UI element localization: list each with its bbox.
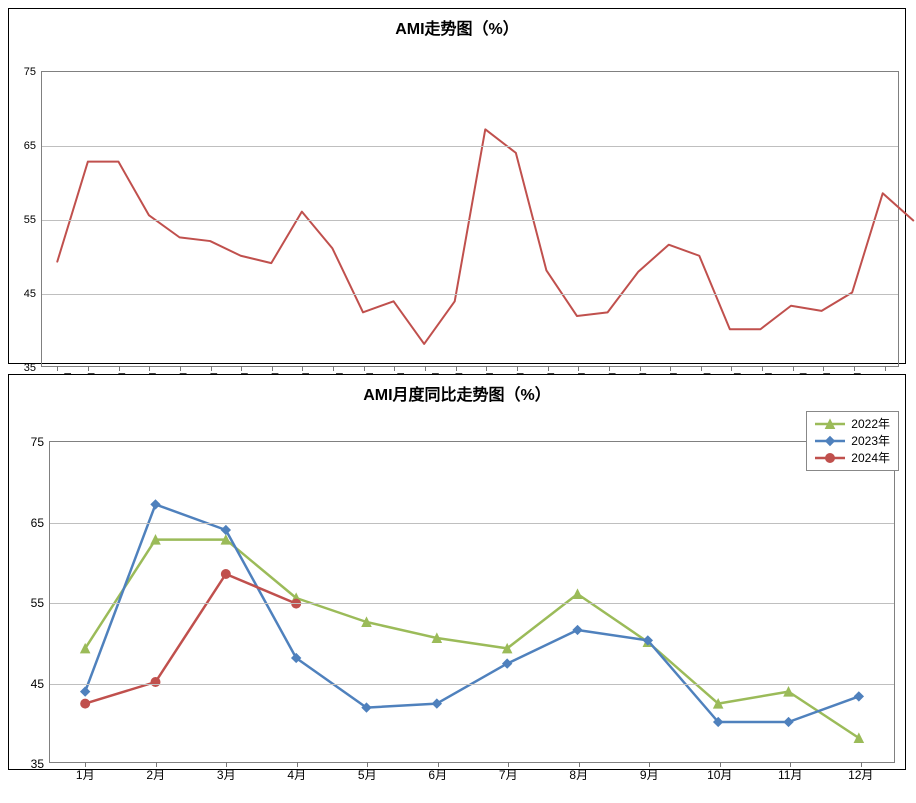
legend-label: 2023年	[851, 433, 890, 450]
x-axis-tick-label: 4月	[287, 762, 306, 783]
ami-monthly-yoy-chart-panel: AMI月度同比走势图（%） 35455565751月2月3月4月5月6月7月8月…	[8, 374, 906, 770]
chart1-plot-area: 354555657522'1月2月3月4月5月6月7月8月9月10月11月12月…	[41, 71, 899, 367]
legend-label: 2022年	[851, 416, 890, 433]
y-axis-tick-label: 75	[31, 435, 50, 449]
x-axis-tick-label: 11月	[778, 762, 802, 783]
x-axis-tick-label: 2月	[146, 762, 165, 783]
gridline	[50, 523, 894, 524]
x-axis-tick-mark	[885, 366, 886, 371]
x-axis-tick-label: 1月	[76, 762, 95, 783]
legend-item: 2024年	[815, 450, 890, 467]
y-axis-tick-label: 65	[31, 516, 50, 530]
x-axis-tick-label: 5月	[358, 762, 377, 783]
gridline	[50, 684, 894, 685]
x-axis-tick-label: 6月	[428, 762, 447, 783]
legend-swatch-icon	[815, 434, 845, 448]
gridline	[50, 603, 894, 604]
ami-trend-chart-panel: AMI走势图（%） 354555657522'1月2月3月4月5月6月7月8月9…	[8, 8, 906, 364]
gridline	[42, 220, 898, 221]
legend-label: 2024年	[851, 450, 890, 467]
chart2-svg	[50, 442, 894, 762]
x-axis-tick-label: 8月	[569, 762, 588, 783]
chart2-plot-wrap: 35455565751月2月3月4月5月6月7月8月9月10月11月12月 20…	[9, 407, 905, 803]
y-axis-tick-label: 35	[24, 362, 42, 374]
x-axis-tick-label: 3月	[217, 762, 236, 783]
y-axis-tick-label: 55	[31, 596, 50, 610]
y-axis-tick-label: 65	[24, 140, 42, 152]
chart2-legend: 2022年2023年2024年	[806, 411, 899, 471]
y-axis-tick-label: 45	[31, 677, 50, 691]
chart1-svg	[42, 72, 898, 366]
x-axis-tick-label: 7月	[499, 762, 518, 783]
legend-swatch-icon	[815, 451, 845, 465]
chart2-plot-area: 35455565751月2月3月4月5月6月7月8月9月10月11月12月	[49, 441, 895, 763]
chart1-title: AMI走势图（%）	[9, 9, 905, 41]
x-axis-tick-label: 10月	[707, 762, 732, 783]
legend-item: 2023年	[815, 433, 890, 450]
y-axis-tick-label: 45	[24, 288, 42, 300]
gridline	[42, 294, 898, 295]
x-axis-tick-label: 12月	[848, 762, 873, 783]
x-axis-tick-label: 9月	[640, 762, 659, 783]
gridline	[42, 146, 898, 147]
legend-item: 2022年	[815, 416, 890, 433]
chart1-plot-wrap: 354555657522'1月2月3月4月5月6月7月8月9月10月11月12月…	[9, 41, 905, 397]
legend-swatch-icon	[815, 417, 845, 431]
y-axis-tick-label: 35	[31, 757, 50, 771]
y-axis-tick-label: 75	[24, 66, 42, 78]
y-axis-tick-label: 55	[24, 214, 42, 226]
chart2-title: AMI月度同比走势图（%）	[9, 375, 905, 407]
